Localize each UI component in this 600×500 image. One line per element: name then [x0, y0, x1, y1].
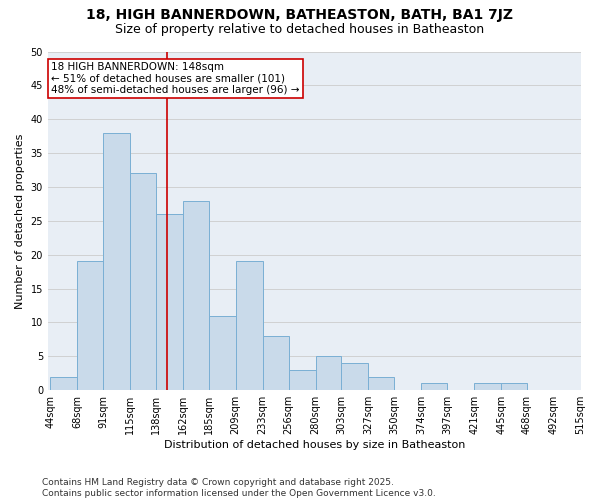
- Bar: [421, 384, 447, 390]
- Bar: [130, 174, 156, 390]
- Bar: [50, 376, 77, 390]
- Bar: [341, 363, 368, 390]
- Y-axis label: Number of detached properties: Number of detached properties: [15, 133, 25, 308]
- Bar: [103, 133, 130, 390]
- Bar: [316, 356, 341, 390]
- Text: 18, HIGH BANNERDOWN, BATHEASTON, BATH, BA1 7JZ: 18, HIGH BANNERDOWN, BATHEASTON, BATH, B…: [86, 8, 514, 22]
- Bar: [368, 376, 394, 390]
- Bar: [77, 262, 103, 390]
- Bar: [501, 384, 527, 390]
- Text: 18 HIGH BANNERDOWN: 148sqm
← 51% of detached houses are smaller (101)
48% of sem: 18 HIGH BANNERDOWN: 148sqm ← 51% of deta…: [51, 62, 300, 95]
- Text: Contains HM Land Registry data © Crown copyright and database right 2025.
Contai: Contains HM Land Registry data © Crown c…: [42, 478, 436, 498]
- Bar: [474, 384, 501, 390]
- Text: Size of property relative to detached houses in Batheaston: Size of property relative to detached ho…: [115, 22, 485, 36]
- Bar: [209, 316, 236, 390]
- X-axis label: Distribution of detached houses by size in Batheaston: Distribution of detached houses by size …: [164, 440, 465, 450]
- Bar: [156, 214, 183, 390]
- Bar: [263, 336, 289, 390]
- Bar: [183, 200, 209, 390]
- Bar: [236, 262, 263, 390]
- Bar: [289, 370, 316, 390]
